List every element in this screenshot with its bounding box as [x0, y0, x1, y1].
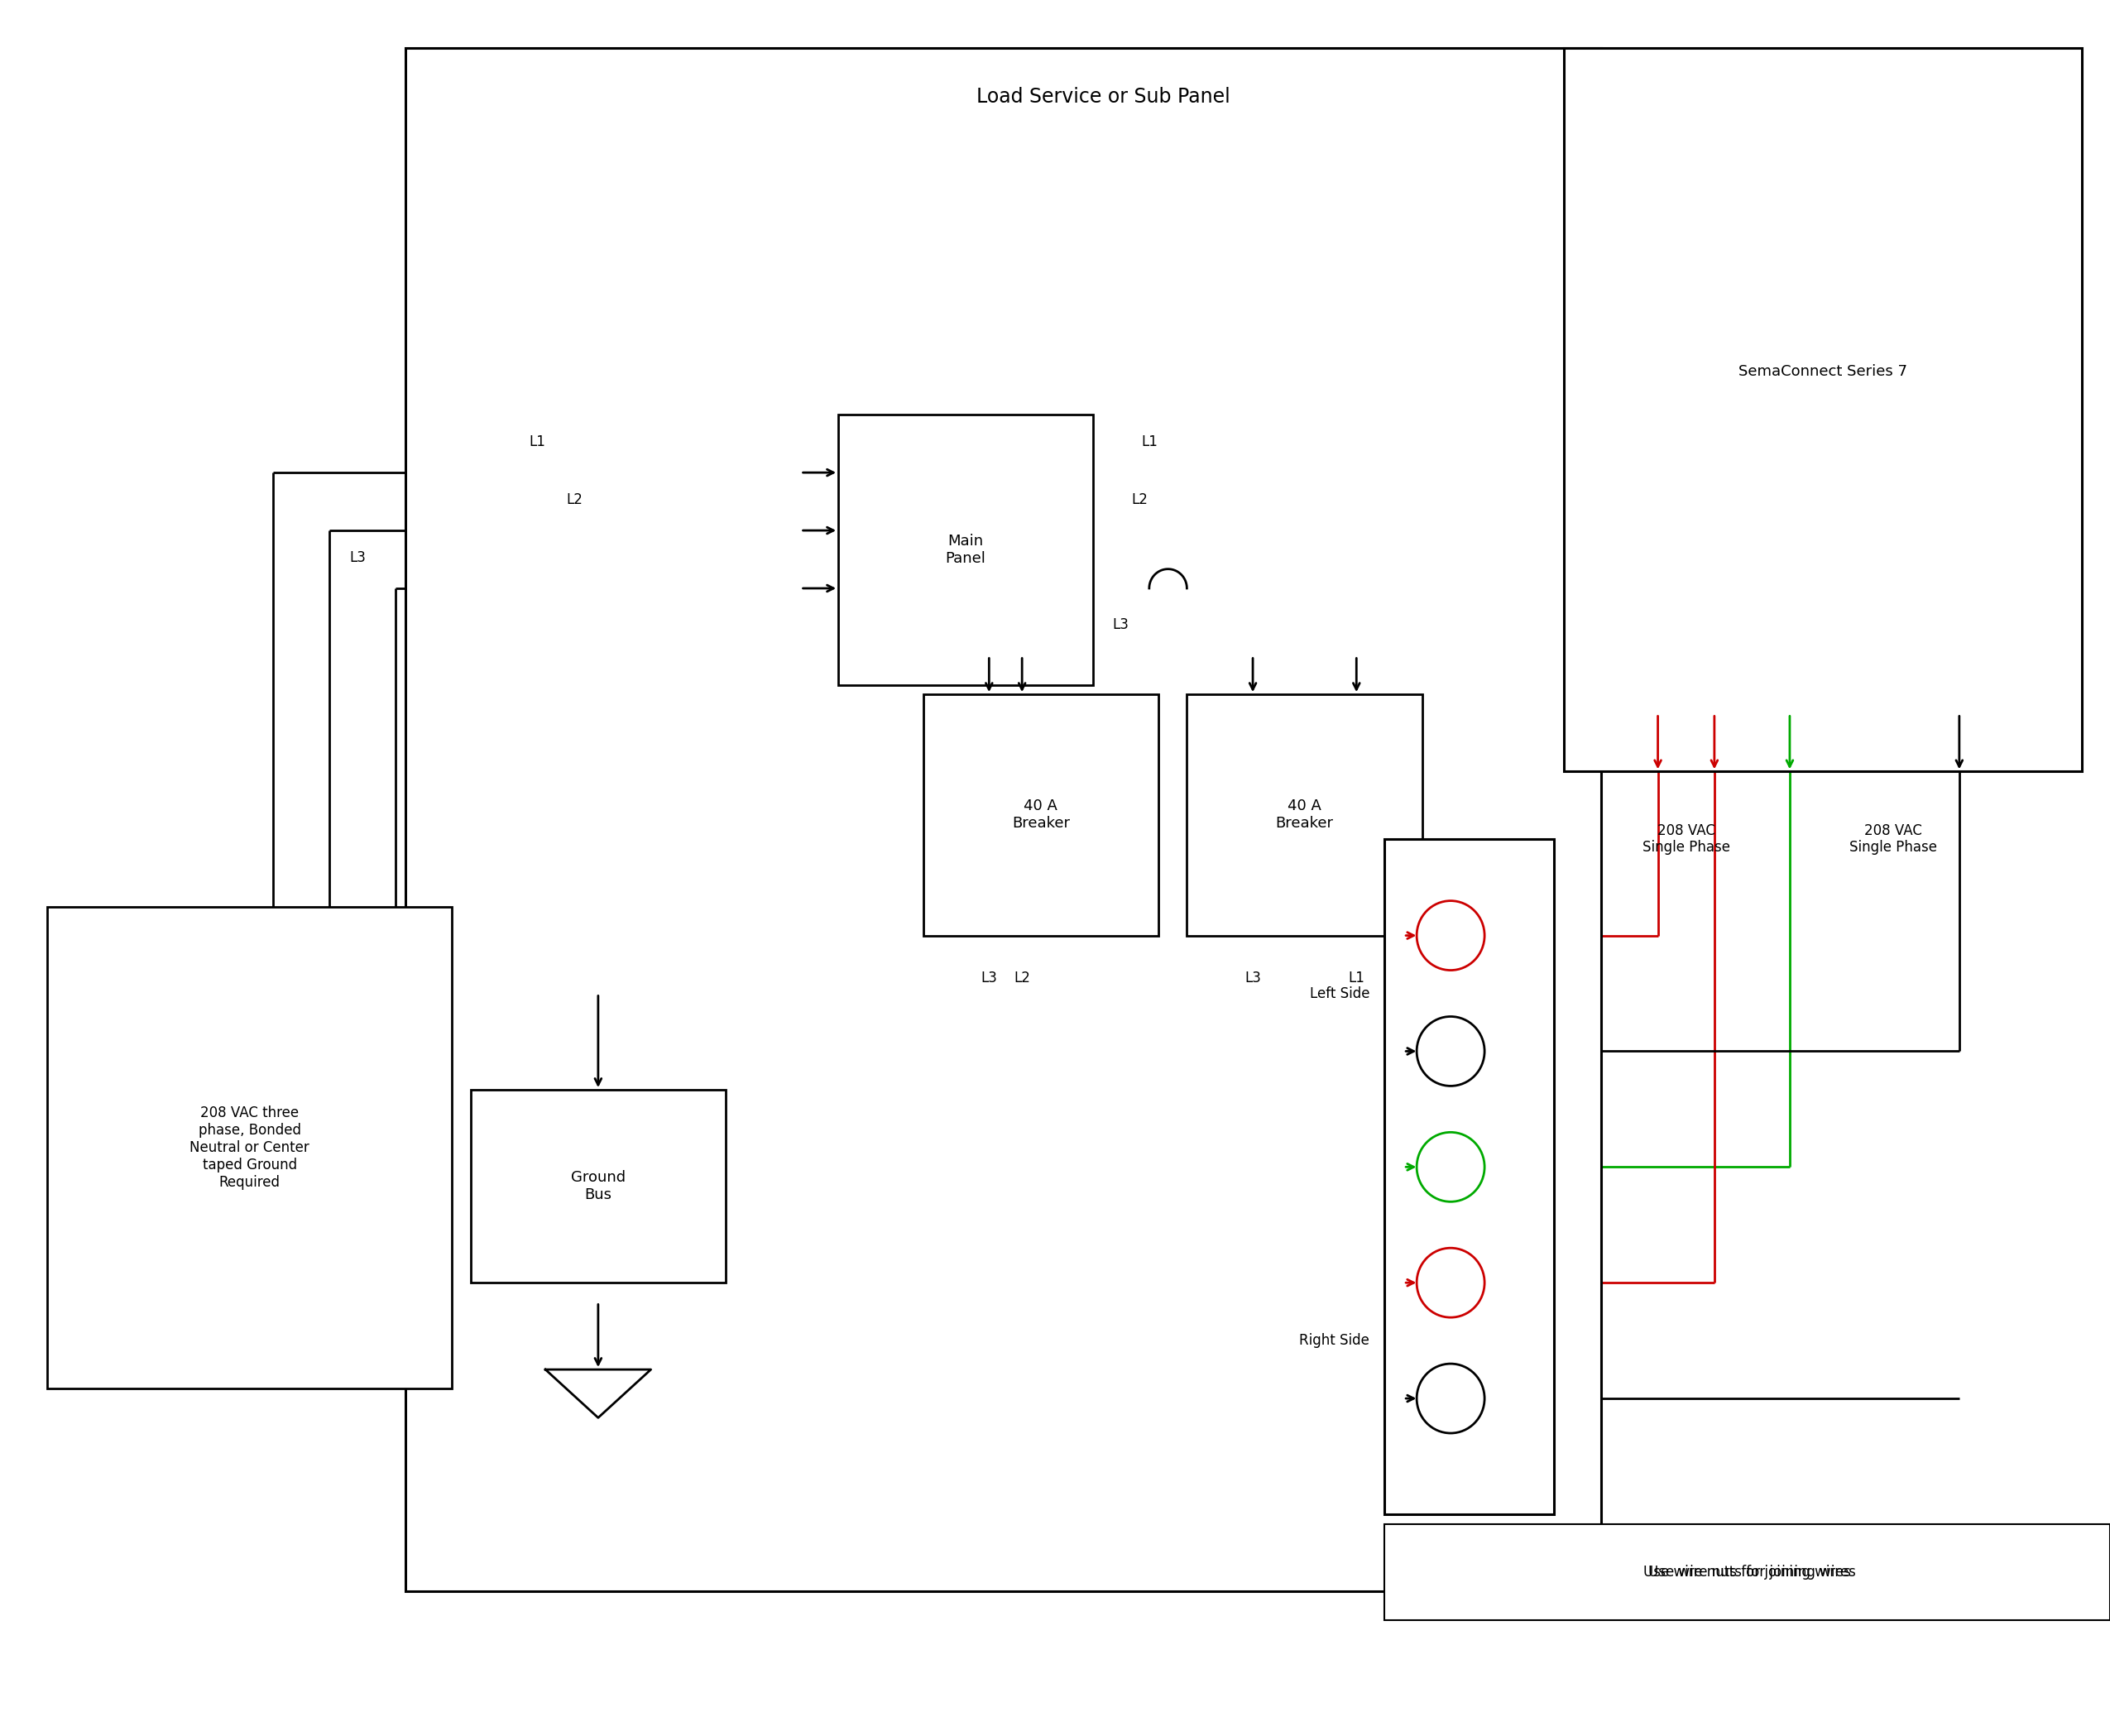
Text: L3: L3 — [1112, 618, 1129, 632]
Text: Left Side: Left Side — [1310, 986, 1369, 1002]
Text: L2: L2 — [565, 493, 582, 507]
Text: 208 VAC three
phase, Bonded
Neutral or Center
taped Ground
Required: 208 VAC three phase, Bonded Neutral or C… — [190, 1106, 310, 1189]
Bar — [46, 906, 452, 1389]
Circle shape — [1416, 1017, 1485, 1087]
Text: L1: L1 — [1142, 434, 1158, 450]
Text: L2: L2 — [1013, 970, 1030, 984]
Bar — [405, 49, 1601, 1592]
Text: SemaConnect Series 7: SemaConnect Series 7 — [1739, 365, 1907, 378]
Bar — [1564, 49, 2083, 771]
Text: Load Service or Sub Panel: Load Service or Sub Panel — [977, 87, 1230, 106]
Text: 40 A
Breaker: 40 A Breaker — [1013, 799, 1070, 832]
Text: Right Side: Right Side — [1300, 1333, 1369, 1349]
Text: Ground
Bus: Ground Bus — [572, 1170, 625, 1203]
Text: L3: L3 — [981, 970, 998, 984]
Circle shape — [1416, 901, 1485, 970]
Text: L3: L3 — [350, 550, 367, 566]
Text: L1: L1 — [530, 434, 544, 450]
Circle shape — [1416, 1248, 1485, 1318]
Text: Use wire nuts for joining wires: Use wire nuts for joining wires — [1648, 1564, 1857, 1580]
Bar — [838, 415, 1093, 684]
Bar — [924, 694, 1158, 936]
Text: 40 A
Breaker: 40 A Breaker — [1277, 799, 1334, 832]
Bar — [471, 1090, 726, 1283]
Circle shape — [1416, 1132, 1485, 1201]
Text: 208 VAC
Single Phase: 208 VAC Single Phase — [1642, 823, 1730, 856]
Text: 208 VAC
Single Phase: 208 VAC Single Phase — [1850, 823, 1937, 856]
Circle shape — [1416, 1364, 1485, 1434]
Text: Use wire nuts for joining wires: Use wire nuts for joining wires — [1644, 1564, 1850, 1580]
Text: L2: L2 — [1131, 493, 1148, 507]
Text: L3: L3 — [1245, 970, 1262, 984]
Bar — [1186, 694, 1422, 936]
Bar — [1384, 838, 1555, 1514]
Text: Main
Panel: Main Panel — [945, 533, 985, 566]
Bar — [1384, 1524, 2110, 1620]
Text: L1: L1 — [1348, 970, 1365, 984]
